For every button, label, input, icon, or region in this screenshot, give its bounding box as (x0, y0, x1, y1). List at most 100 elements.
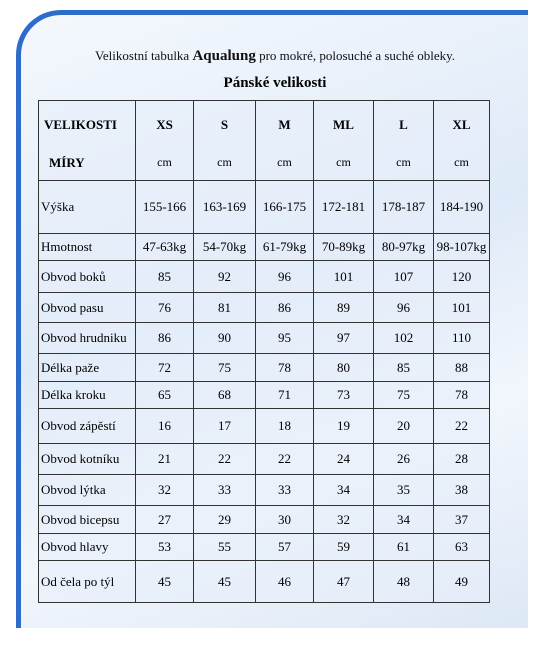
cell: 166-175 (255, 180, 314, 234)
cell: 96 (373, 292, 434, 323)
size-label: VELIKOSTI (44, 117, 117, 132)
cell: 46 (255, 560, 314, 603)
cell: 38 (433, 474, 490, 506)
title-brand: Aqualung (192, 48, 256, 64)
title-suffix: pro mokré, polosuché a suché obleky. (259, 48, 456, 63)
cell: 163-169 (193, 180, 256, 234)
row-label: Obvod boků (38, 260, 136, 293)
cell: 24 (313, 443, 374, 475)
cell: 73 (313, 381, 374, 409)
row: Délka kroku 65 68 71 73 75 78 (38, 381, 490, 409)
cell: 57 (255, 533, 314, 561)
unit-label: cm (336, 155, 351, 169)
row-label: Od čela po týl (38, 560, 136, 603)
cell: 20 (373, 408, 434, 444)
cell: 75 (373, 381, 434, 409)
row-label: Délka paže (38, 353, 136, 382)
cell: 19 (313, 408, 374, 444)
cell: 102 (373, 322, 434, 354)
cell: 95 (255, 322, 314, 354)
row-label: Hmotnost (38, 233, 136, 261)
row-label: Obvod pasu (38, 292, 136, 323)
cell: 110 (433, 322, 490, 354)
row-label: Obvod hrudniku (38, 322, 136, 354)
row-label: Obvod kotníku (38, 443, 136, 475)
cell: 98-107kg (433, 233, 490, 261)
cell: 80 (313, 353, 374, 382)
cell: 21 (135, 443, 194, 475)
unit-label: cm (277, 155, 292, 169)
cell: 97 (313, 322, 374, 354)
unit-label: cm (217, 155, 232, 169)
cell: 71 (255, 381, 314, 409)
cell: 61 (373, 533, 434, 561)
cell: 54-70kg (193, 233, 256, 261)
cell: 96 (255, 260, 314, 293)
cell: 16 (135, 408, 194, 444)
cell: 184-190 (433, 180, 490, 234)
cell: 85 (373, 353, 434, 382)
cell: 59 (313, 533, 374, 561)
cell: 27 (135, 505, 194, 534)
row: Délka paže 72 75 78 80 85 88 (38, 353, 490, 382)
cell: 72 (135, 353, 194, 382)
size-label: ML (333, 117, 354, 132)
row: Od čela po týl 45 45 46 47 48 49 (38, 560, 490, 603)
cell: 48 (373, 560, 434, 603)
cell: 107 (373, 260, 434, 293)
cell: 49 (433, 560, 490, 603)
row: Obvod kotníku 21 22 22 24 26 28 (38, 443, 490, 475)
cell: 17 (193, 408, 256, 444)
unit-label: MÍRY (49, 155, 85, 170)
size-label: M (278, 117, 291, 132)
cell: 30 (255, 505, 314, 534)
row-label: Délka kroku (38, 381, 136, 409)
cell: 28 (433, 443, 490, 475)
size-label: L (399, 117, 408, 132)
cell: 178-187 (373, 180, 434, 234)
cell: 155-166 (135, 180, 194, 234)
title-prefix: Velikostní tabulka (94, 48, 190, 63)
cell: 86 (255, 292, 314, 323)
cell: 88 (433, 353, 490, 382)
row: Obvod bicepsu 27 29 30 32 34 37 (38, 505, 490, 534)
header-cell: XL cm (433, 100, 490, 181)
subtitle: Pánské velikosti (223, 75, 327, 91)
row: Obvod hrudniku 86 90 95 97 102 110 (38, 322, 490, 354)
cell: 45 (135, 560, 194, 603)
row: Hmotnost 47-63kg 54-70kg 61-79kg 70-89kg 80-9… (38, 233, 490, 261)
cell: 101 (433, 292, 490, 323)
cell: 47-63kg (135, 233, 194, 261)
cell: 37 (433, 505, 490, 534)
cell: 35 (373, 474, 434, 506)
cell: 22 (193, 443, 256, 475)
cell: 65 (135, 381, 194, 409)
row-label: Obvod zápěstí (38, 408, 136, 444)
cell: 76 (135, 292, 194, 323)
cell: 68 (193, 381, 256, 409)
cell: 45 (193, 560, 256, 603)
cell: 33 (255, 474, 314, 506)
row-label: Obvod bicepsu (38, 505, 136, 534)
cell: 75 (193, 353, 256, 382)
cell: 47 (313, 560, 374, 603)
cell: 78 (255, 353, 314, 382)
row-label: Obvod hlavy (38, 533, 136, 561)
cell: 61-79kg (255, 233, 314, 261)
row: Výška 155-166 163-169 166-175 172-181 178-187… (38, 180, 490, 234)
cell: 172-181 (313, 180, 374, 234)
cell: 81 (193, 292, 256, 323)
cell: 90 (193, 322, 256, 354)
size-label: XS (156, 117, 173, 132)
cell: 18 (255, 408, 314, 444)
cell: 120 (433, 260, 490, 293)
cell: 33 (193, 474, 256, 506)
cell: 101 (313, 260, 374, 293)
size-label: XL (452, 117, 471, 132)
cell: 78 (433, 381, 490, 409)
